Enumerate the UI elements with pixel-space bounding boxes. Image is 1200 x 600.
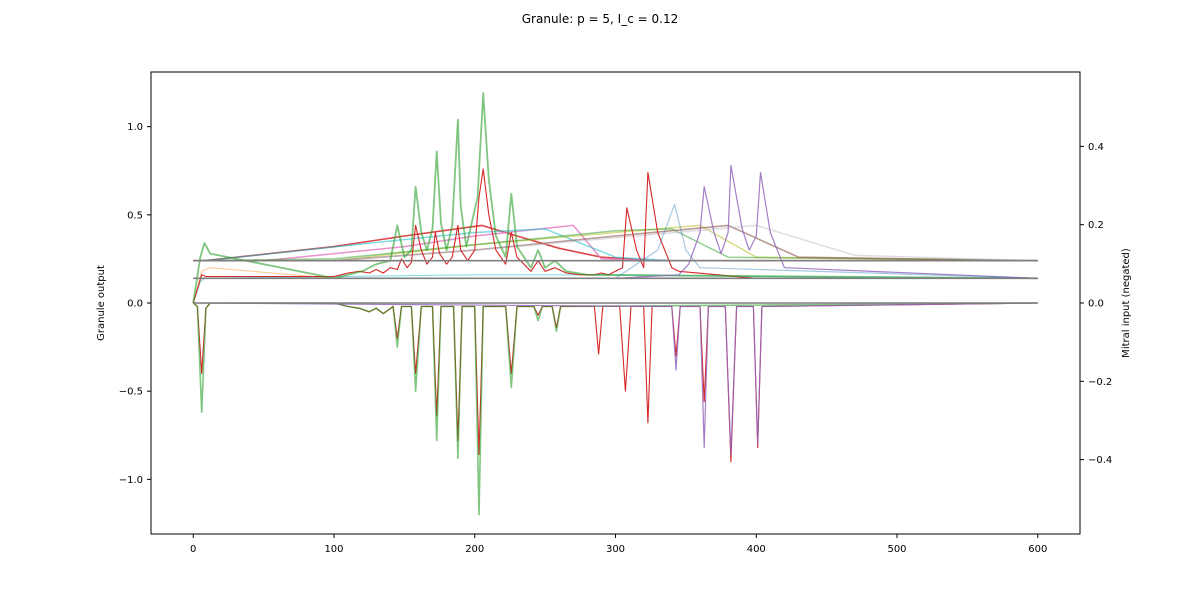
y2-tick-label: −0.2 (1088, 377, 1112, 388)
y-tick-label: −0.5 (119, 387, 143, 398)
y-tick-label: 0.5 (127, 210, 143, 221)
x-tick-label: 600 (1028, 544, 1047, 555)
series-line-15 (192, 302, 1038, 463)
y-tick-label: 0.0 (127, 299, 143, 310)
y2-axis-label: Mitral input (negated) (1121, 248, 1132, 358)
series-line-16 (192, 302, 1038, 516)
series-layer (192, 92, 1038, 516)
y2-tick-label: −0.4 (1088, 455, 1112, 466)
y-tick-label: 1.0 (127, 122, 143, 133)
x-tick-label: 100 (324, 544, 343, 555)
y-axis-right: −0.4 −0.2 0.0 0.2 0.4 (1080, 142, 1112, 466)
x-tick-label: 400 (747, 544, 766, 555)
series-line-9 (192, 168, 1038, 304)
x-axis: 0 100 200 300 400 500 600 (190, 534, 1047, 555)
y-tick-label: −1.0 (119, 475, 143, 486)
chart-title: Granule: p = 5, I_c = 0.12 (522, 12, 678, 26)
y2-tick-label: 0.0 (1088, 299, 1104, 310)
y2-tick-label: 0.2 (1088, 220, 1104, 231)
y-axis-left: −1.0 −0.5 0.0 0.5 1.0 (119, 122, 151, 486)
x-tick-label: 0 (190, 544, 196, 555)
series-line-12 (193, 203, 1038, 279)
y-axis-label: Granule output (96, 265, 107, 341)
series-line-17 (193, 302, 1038, 456)
y2-tick-label: 0.4 (1088, 142, 1104, 153)
x-tick-label: 500 (887, 544, 906, 555)
series-line-2 (193, 228, 1038, 262)
series-line-4 (193, 228, 1038, 262)
x-tick-label: 300 (606, 544, 625, 555)
series-line-10 (192, 92, 1038, 304)
x-tick-label: 200 (465, 544, 484, 555)
series-line-11 (193, 164, 1038, 279)
